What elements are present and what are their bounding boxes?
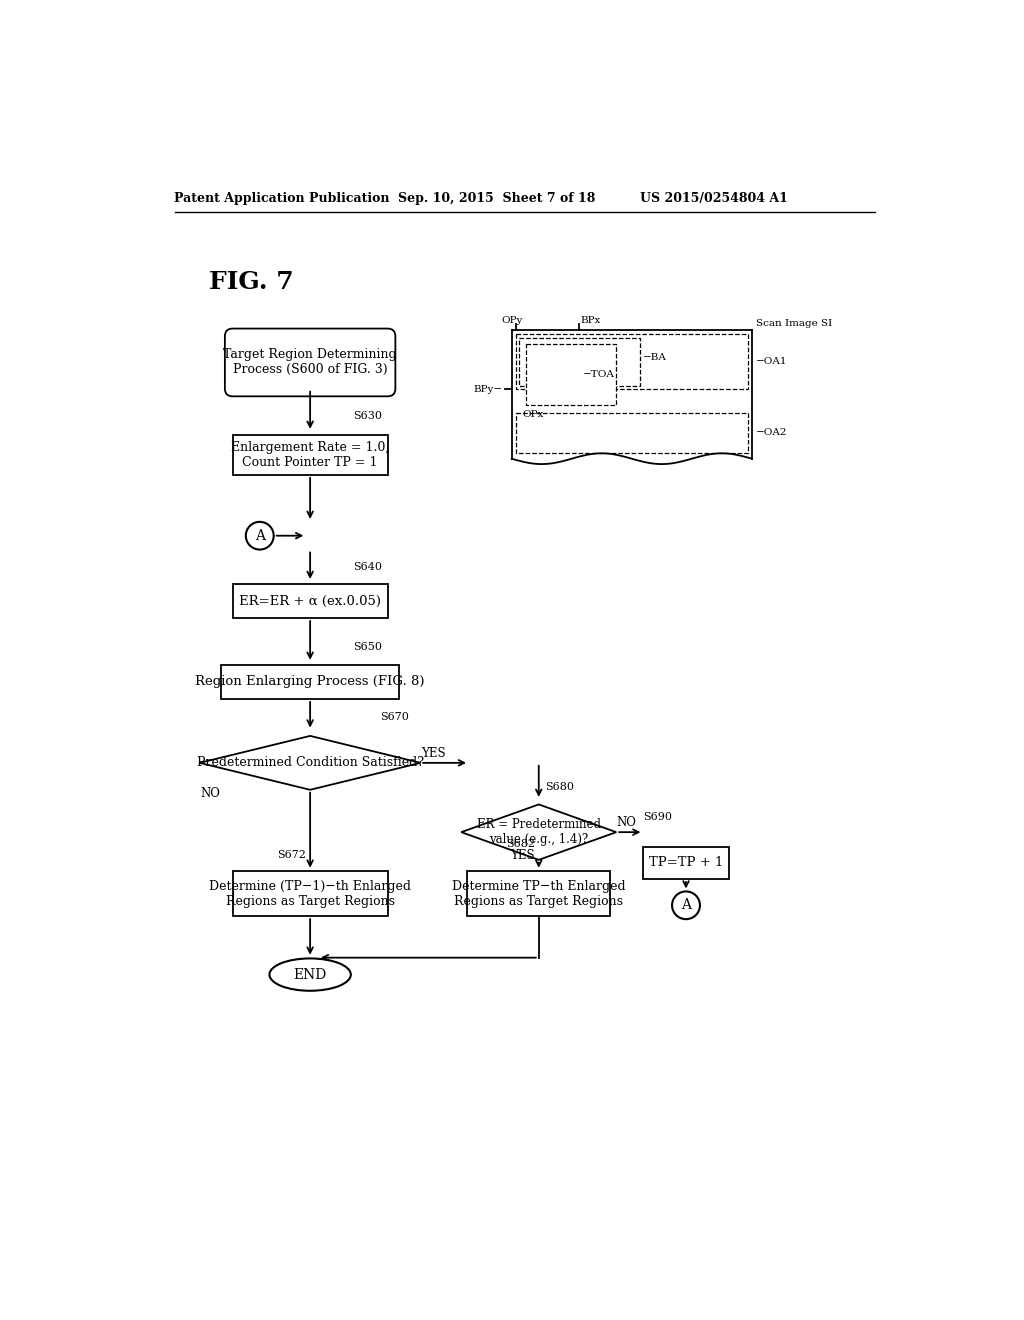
FancyBboxPatch shape [643, 847, 729, 879]
Text: YES: YES [421, 747, 445, 760]
FancyBboxPatch shape [232, 434, 388, 475]
FancyBboxPatch shape [225, 329, 395, 396]
Bar [515, 334, 748, 389]
Text: −OA1: −OA1 [756, 358, 787, 366]
Text: NO: NO [200, 787, 220, 800]
Text: OPx: OPx [522, 409, 544, 418]
Text: US 2015/0254804 A1: US 2015/0254804 A1 [640, 191, 787, 205]
Bar [525, 345, 616, 405]
Text: Determine (TP−1)−th Enlarged
Regions as Target Regions: Determine (TP−1)−th Enlarged Regions as … [209, 879, 411, 908]
Text: S630: S630 [352, 412, 382, 421]
Text: S672: S672 [278, 850, 306, 861]
Text: OPy: OPy [501, 317, 522, 325]
Text: A: A [681, 899, 691, 912]
Text: NO: NO [616, 816, 636, 829]
FancyBboxPatch shape [232, 585, 388, 618]
Polygon shape [461, 804, 616, 859]
Text: −TOA: −TOA [583, 370, 614, 379]
Ellipse shape [246, 521, 273, 549]
Text: FIG. 7: FIG. 7 [209, 269, 294, 293]
Text: Predetermined Condition Satisfied?: Predetermined Condition Satisfied? [197, 756, 424, 770]
Text: S682: S682 [506, 838, 535, 849]
Text: Region Enlarging Process (FIG. 8): Region Enlarging Process (FIG. 8) [196, 676, 425, 689]
Text: YES: YES [510, 849, 535, 862]
Text: END: END [294, 968, 327, 982]
Text: S680: S680 [545, 783, 573, 792]
Text: TP=TP + 1: TP=TP + 1 [649, 857, 723, 870]
Text: Target Region Determining
Process (S600 of FIG. 3): Target Region Determining Process (S600 … [223, 348, 397, 376]
Text: BPx: BPx [581, 317, 600, 325]
Text: A: A [255, 529, 265, 543]
FancyBboxPatch shape [221, 665, 399, 700]
Bar [519, 338, 640, 385]
Text: Scan Image SI: Scan Image SI [756, 319, 831, 329]
Text: Determine TP−th Enlarged
Regions as Target Regions: Determine TP−th Enlarged Regions as Targ… [452, 879, 626, 908]
Text: ER=ER + α (ex.0.05): ER=ER + α (ex.0.05) [240, 594, 381, 607]
Text: S670: S670 [380, 711, 409, 722]
Text: S650: S650 [352, 643, 382, 652]
Text: ER = Predetermined
value (e.g., 1.4)?: ER = Predetermined value (e.g., 1.4)? [477, 818, 601, 846]
FancyBboxPatch shape [232, 871, 388, 916]
Text: S640: S640 [352, 561, 382, 572]
Polygon shape [200, 737, 421, 789]
Text: Enlargement Rate = 1.0,
Count Pointer TP = 1: Enlargement Rate = 1.0, Count Pointer TP… [231, 441, 389, 469]
Ellipse shape [269, 958, 351, 991]
Ellipse shape [672, 891, 700, 919]
Text: −BA: −BA [643, 354, 668, 362]
Text: −OA2: −OA2 [756, 428, 787, 437]
Text: Patent Application Publication: Patent Application Publication [174, 191, 390, 205]
FancyBboxPatch shape [467, 871, 610, 916]
Text: BPy−: BPy− [473, 385, 503, 393]
Text: S690: S690 [643, 812, 673, 822]
Text: Sep. 10, 2015  Sheet 7 of 18: Sep. 10, 2015 Sheet 7 of 18 [397, 191, 595, 205]
Bar [515, 412, 748, 453]
